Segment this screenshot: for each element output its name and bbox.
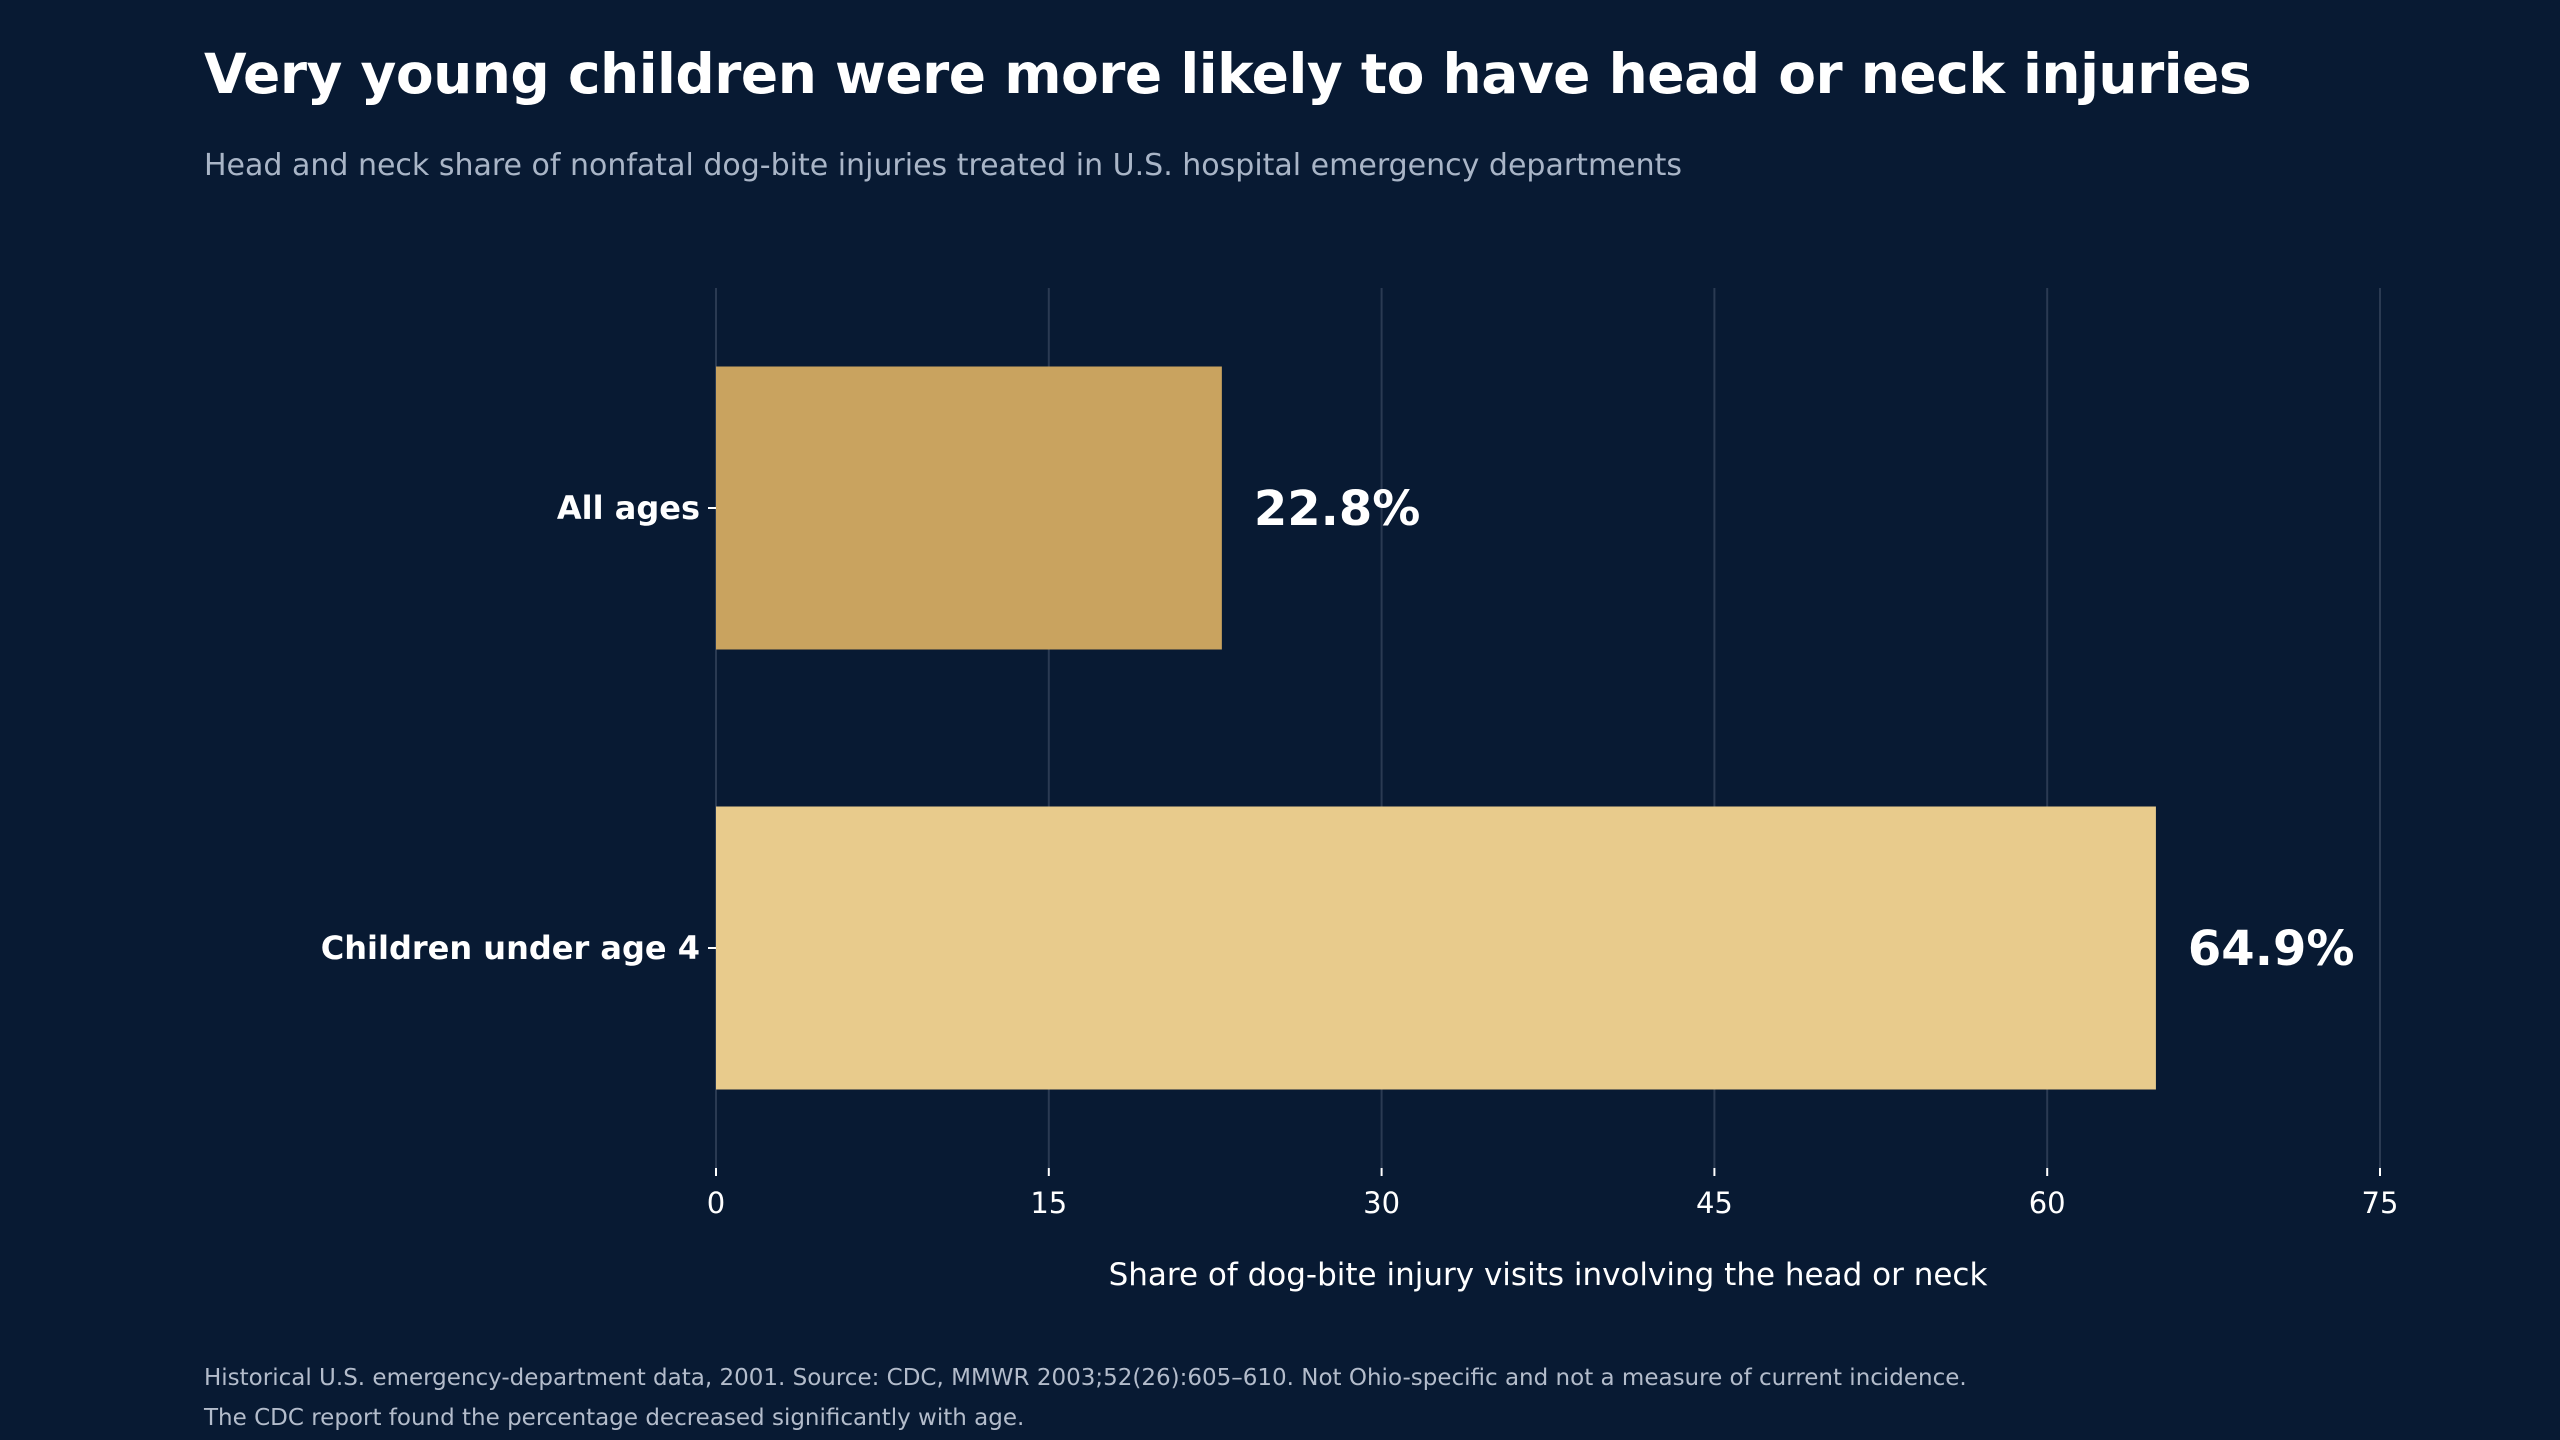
- category-labels: All ages Children under age 4: [321, 489, 716, 967]
- chart-subtitle: Head and neck share of nonfatal dog-bite…: [204, 148, 1683, 183]
- x-tick-label: 45: [1696, 1186, 1733, 1220]
- category-label: All ages: [557, 489, 700, 527]
- x-tick-label: 60: [2029, 1186, 2066, 1220]
- x-tick-label: 30: [1363, 1186, 1400, 1220]
- x-tick-label: 75: [2362, 1186, 2399, 1220]
- chart-title: Very young children were more likely to …: [204, 42, 2252, 106]
- bar-value-label: 22.8%: [1254, 481, 1421, 537]
- footnote-finding: The CDC report found the percentage decr…: [204, 1405, 1025, 1431]
- category-label: Children under age 4: [321, 929, 700, 967]
- x-tick-label: 0: [707, 1186, 725, 1220]
- x-axis-label: Share of dog-bite injury visits involvin…: [1109, 1257, 1988, 1293]
- footnotes: Historical U.S. emergency-department dat…: [204, 1358, 1967, 1438]
- x-tick-label: 15: [1030, 1186, 1067, 1220]
- value-labels: 22.8% 64.9%: [1254, 481, 2355, 977]
- bar: [716, 366, 1222, 650]
- bar-value-label: 64.9%: [2188, 921, 2355, 977]
- bar: [716, 806, 2156, 1090]
- footnote-source: Historical U.S. emergency-department dat…: [204, 1365, 1967, 1391]
- bars: [716, 366, 2156, 1090]
- x-axis-ticks: 0 15 30 45 60 75: [707, 1168, 2399, 1220]
